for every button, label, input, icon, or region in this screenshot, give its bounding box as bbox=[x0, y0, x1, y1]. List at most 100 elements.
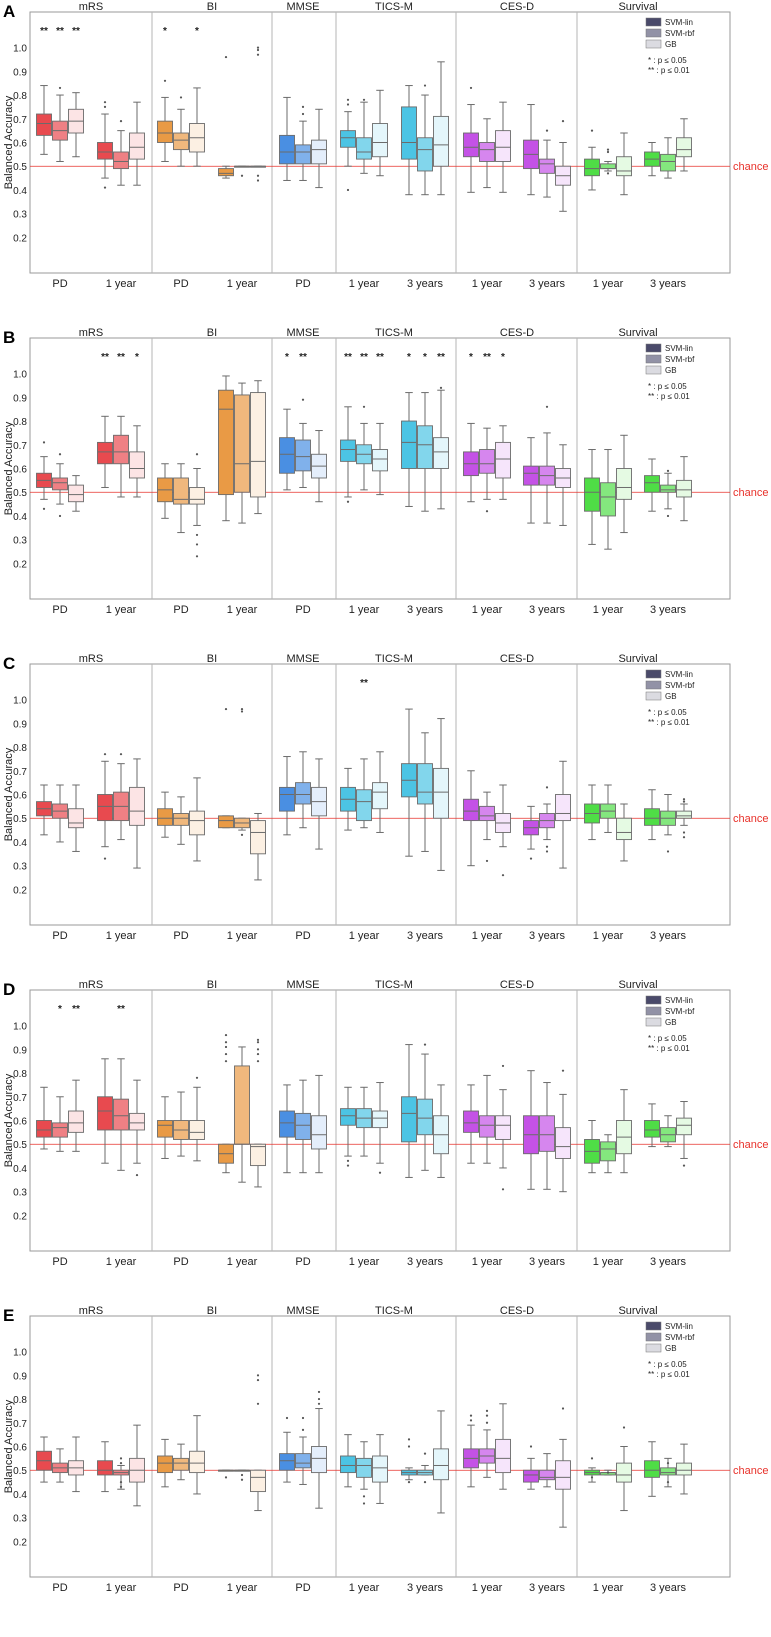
boxplot bbox=[173, 1443, 189, 1481]
measure-title: Survival bbox=[618, 1, 657, 13]
boxplot bbox=[356, 98, 372, 174]
outlier-point bbox=[590, 129, 594, 132]
box bbox=[433, 767, 449, 819]
timepoint-label: PD bbox=[295, 278, 310, 290]
legend-swatch bbox=[645, 354, 662, 364]
timepoint-label: PD bbox=[295, 1582, 310, 1594]
boxplot: ** bbox=[68, 26, 84, 158]
box-group: 1 year bbox=[584, 434, 632, 616]
legend-label: GB bbox=[665, 366, 677, 375]
ytick-label: 0.5 bbox=[13, 162, 27, 173]
box-group: 3 years bbox=[644, 456, 692, 616]
ytick-label: 0.9 bbox=[13, 1045, 27, 1056]
boxplot bbox=[660, 1457, 676, 1488]
box-group: ** 1 year bbox=[97, 1004, 145, 1268]
box bbox=[417, 763, 433, 805]
box bbox=[676, 1117, 692, 1136]
box bbox=[356, 1457, 372, 1478]
outlier-point bbox=[256, 53, 260, 56]
sig-legend: * : p ≤ 0.05 bbox=[648, 1034, 687, 1043]
outlier-point bbox=[606, 172, 610, 175]
legend-label: SVM-rbf bbox=[665, 681, 695, 690]
timepoint-label: PD bbox=[52, 930, 67, 942]
outlier-point bbox=[195, 1076, 199, 1079]
significance-marker: * bbox=[285, 352, 289, 363]
outlier-point bbox=[317, 1397, 321, 1401]
timepoint-label: 3 years bbox=[529, 278, 566, 290]
ytick-label: 0.7 bbox=[13, 767, 27, 778]
outlier-point bbox=[240, 174, 244, 177]
outlier-point bbox=[469, 1419, 473, 1422]
box bbox=[433, 1448, 449, 1481]
outlier-point bbox=[590, 1476, 594, 1479]
box bbox=[417, 425, 433, 469]
measure-title: Survival bbox=[618, 653, 657, 665]
outlier-point bbox=[362, 98, 366, 101]
timepoint-label: 1 year bbox=[349, 1582, 380, 1594]
outlier-point bbox=[666, 850, 670, 853]
outlier-point bbox=[485, 1421, 489, 1424]
ytick-label: 0.5 bbox=[13, 814, 27, 825]
box bbox=[279, 1110, 295, 1138]
legend-swatch bbox=[645, 1343, 662, 1353]
boxplot bbox=[36, 1436, 52, 1483]
outlier-point bbox=[256, 1052, 260, 1056]
timepoint-label: 3 years bbox=[407, 930, 444, 942]
boxplot: ** bbox=[372, 352, 388, 496]
sig-legend: ** : p ≤ 0.01 bbox=[648, 66, 690, 75]
box bbox=[279, 1453, 295, 1471]
boxplot: * bbox=[157, 26, 173, 162]
outlier-point bbox=[317, 1402, 321, 1405]
outlier-point bbox=[545, 845, 549, 848]
outlier-point bbox=[103, 753, 107, 756]
significance-marker: * bbox=[58, 1004, 62, 1015]
outlier-point bbox=[285, 1416, 289, 1420]
box bbox=[463, 798, 479, 822]
ylabel: Balanced Accuracy bbox=[3, 1399, 15, 1493]
box bbox=[97, 441, 113, 465]
outlier-point bbox=[224, 1060, 228, 1063]
legend-label: SVM-lin bbox=[665, 18, 693, 27]
box bbox=[340, 1108, 356, 1126]
boxplot bbox=[234, 1046, 250, 1183]
box bbox=[68, 1110, 84, 1133]
timepoint-label: PD bbox=[173, 278, 188, 290]
boxplot bbox=[311, 1390, 327, 1509]
box-group: * * **3 years bbox=[401, 352, 449, 616]
box bbox=[555, 1127, 571, 1159]
legend-swatch bbox=[645, 680, 662, 690]
significance-marker: ** bbox=[117, 352, 125, 363]
boxplot: * bbox=[52, 1004, 68, 1152]
boxplot: * bbox=[417, 352, 433, 512]
timepoint-label: PD bbox=[295, 1256, 310, 1268]
box-group: 1 year bbox=[584, 1089, 632, 1268]
legend-label: SVM-lin bbox=[665, 344, 693, 353]
boxplot bbox=[234, 165, 250, 177]
box-group: 3 years bbox=[523, 1407, 571, 1594]
boxplot bbox=[157, 463, 173, 519]
boxplot bbox=[189, 1076, 205, 1162]
box bbox=[250, 1469, 266, 1493]
outlier-point bbox=[103, 101, 107, 104]
significance-marker: * bbox=[423, 352, 427, 363]
timepoint-label: 3 years bbox=[650, 1256, 687, 1268]
box-group: 1 year bbox=[97, 101, 145, 290]
box bbox=[311, 1446, 327, 1474]
box bbox=[539, 1115, 555, 1152]
boxplot bbox=[68, 1436, 84, 1493]
outlier-point bbox=[195, 543, 199, 546]
boxplot: ** bbox=[356, 352, 372, 491]
outlier-point bbox=[256, 174, 260, 177]
outlier-point bbox=[301, 105, 305, 109]
box-group: 1 year bbox=[218, 46, 266, 290]
box bbox=[97, 1096, 113, 1131]
boxplot bbox=[600, 1134, 616, 1174]
ytick-label: 0.7 bbox=[13, 115, 27, 126]
outlier-point bbox=[224, 55, 228, 59]
boxplot bbox=[539, 129, 555, 198]
box-group: 3 years bbox=[401, 1043, 449, 1268]
boxplot bbox=[495, 1403, 511, 1490]
sig-legend: ** : p ≤ 0.01 bbox=[648, 718, 690, 727]
ytick-label: 0.4 bbox=[13, 186, 27, 197]
